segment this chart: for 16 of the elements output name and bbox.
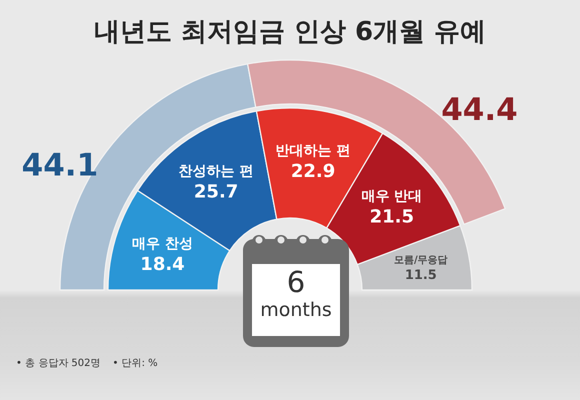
slice-label: 반대하는 편 [276,143,351,160]
slice-label: 매우 찬성 [132,236,193,252]
data-label: 11.5 [404,268,437,284]
data-label: 44.1 [22,148,98,184]
data-label: 25.7 [194,181,238,202]
chart-title: 내년도 최저임금 인상 6개월 유예 [92,16,488,49]
slice-label: 모름/무응답 [394,255,448,266]
text: • 총 응답자 502명 [16,357,101,370]
data-label: 21.5 [370,206,414,228]
data-label: 44.4 [441,92,518,128]
text: 6 months [259,265,333,321]
data-label: 22.9 [290,161,336,182]
text: • 단위: % [112,357,158,370]
slice-label: 매우 반대 [361,188,422,204]
slice-label: 찬성하는 편 [178,163,254,180]
data-label: 18.4 [140,254,185,276]
